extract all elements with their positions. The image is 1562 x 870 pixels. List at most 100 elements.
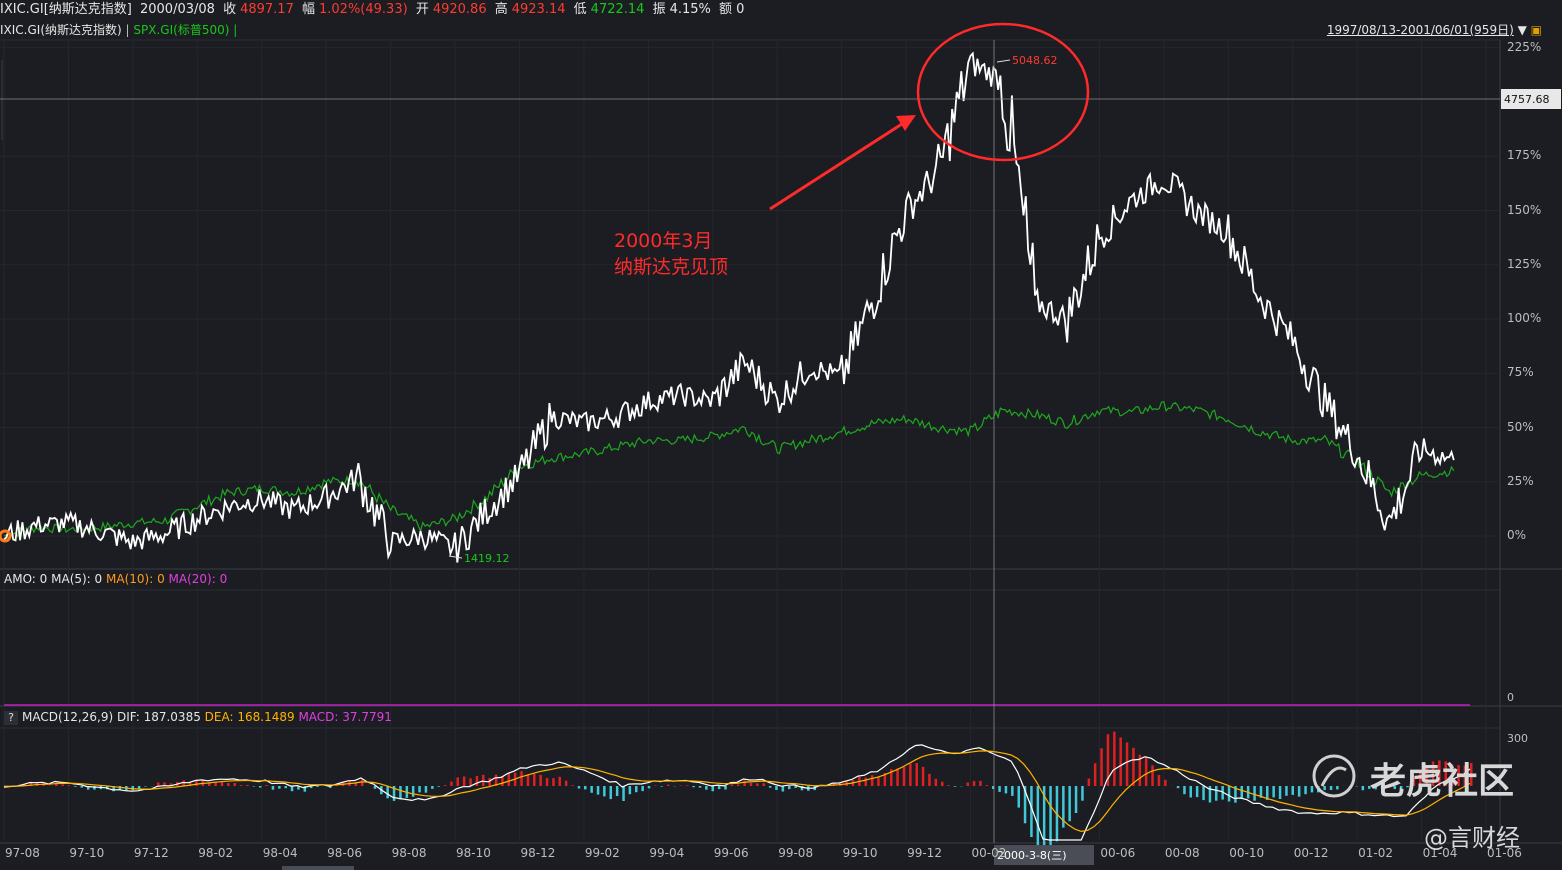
open-label: 开 — [415, 2, 429, 17]
macd-bar — [424, 786, 428, 793]
watermark-brand: 老虎社区 — [1370, 761, 1515, 802]
start-marker-icon — [0, 529, 12, 543]
macd-bar — [590, 786, 593, 793]
macd-bar — [711, 786, 714, 792]
macd-bar — [1030, 786, 1033, 837]
macd-bar — [1278, 786, 1282, 799]
macd-bar — [131, 786, 134, 791]
x-tick-label: 97-10 — [69, 846, 105, 860]
macd-bar — [1240, 786, 1243, 799]
macd-bar — [399, 786, 402, 800]
macd-bar — [1253, 786, 1256, 801]
macd-bar — [1470, 763, 1473, 786]
macd-bar — [462, 776, 466, 786]
macd-bar — [762, 783, 765, 786]
macd-bar — [622, 786, 625, 801]
x-tick-label: 00-12 — [1293, 846, 1329, 860]
macd-bar — [309, 786, 313, 789]
macd-value: MACD: 37.7791 — [298, 710, 392, 724]
macd-bar — [373, 786, 377, 789]
macd-bar — [1380, 786, 1384, 789]
macd-bar — [985, 785, 989, 786]
macd-bar — [558, 776, 561, 786]
macd-bar — [545, 777, 549, 786]
macd-bar — [1291, 786, 1294, 795]
crosshair-date-label: 2000-3-8(三) — [997, 849, 1067, 862]
macd-bar — [947, 785, 950, 786]
macd-bar — [265, 785, 268, 786]
macd-bar — [23, 783, 26, 786]
y-tick-label: 50% — [1507, 419, 1534, 434]
symbol-name[interactable]: IXIC.GI[纳斯达克指数] — [0, 2, 132, 17]
legend-main[interactable]: IXIC.GI(纳斯达克指数) — [0, 23, 122, 37]
macd-bar — [1100, 748, 1103, 786]
macd-bar — [596, 786, 600, 795]
macd-bar — [411, 786, 415, 797]
macd-bar — [571, 785, 574, 786]
chevron-down-icon[interactable]: ▼ — [1517, 23, 1527, 37]
macd-bar — [577, 786, 581, 789]
macd-bar — [724, 786, 727, 790]
macd-bar — [86, 786, 90, 790]
macd-bar — [1266, 786, 1269, 800]
macd-bar — [329, 786, 332, 788]
x-tick-label: 98-10 — [456, 846, 491, 860]
macd-bar — [768, 786, 772, 788]
timeline-scrollbar[interactable] — [282, 866, 354, 870]
macd-bar — [1017, 786, 1020, 808]
macd-bar — [800, 786, 804, 791]
macd-bar — [1138, 754, 1142, 786]
y-tick-label: 225% — [1507, 39, 1542, 54]
macd-bar — [1304, 786, 1307, 795]
crosshair-date-box — [994, 845, 1094, 865]
macd-bar — [271, 786, 275, 790]
macd-bar — [67, 785, 71, 786]
macd-bar — [705, 786, 708, 790]
x-tick-label: 99-10 — [842, 846, 878, 860]
macd-bar — [1042, 786, 1046, 859]
macd-bar — [1049, 786, 1052, 856]
amo-label: AMO: 0 — [4, 572, 48, 586]
macd-bar — [966, 782, 969, 786]
macd-bar — [552, 778, 555, 786]
high-value-label: 5048.62 — [1012, 54, 1058, 67]
annotation-arrow-shaft — [769, 120, 906, 211]
lock-icon[interactable]: ▣ — [1530, 23, 1542, 37]
macd-bar — [1074, 786, 1078, 813]
macd-bar — [1368, 786, 1371, 789]
macd-bar — [297, 786, 300, 790]
amo-ma20: MA(20): 0 — [168, 572, 228, 586]
macd-bar — [896, 768, 899, 786]
macd-bar — [1425, 767, 1428, 786]
macd-bar — [692, 786, 695, 788]
help-icon[interactable]: ? — [4, 710, 18, 725]
macd-bar — [386, 786, 389, 799]
date-range[interactable]: 1997/08/13-2001/06/01(959日) ▼ ▣ — [1327, 20, 1542, 40]
macd-bar — [456, 777, 459, 786]
macd-bar — [1336, 786, 1339, 790]
macd-label[interactable]: MACD(12,26,9) — [22, 710, 114, 724]
annotation-arrow-head — [896, 115, 916, 131]
macd-bar — [647, 786, 651, 789]
macd-bar — [80, 786, 83, 788]
low-leader-line — [448, 555, 463, 559]
macd-bar — [698, 786, 702, 788]
macd-bar — [1444, 761, 1447, 786]
macd-bar — [794, 786, 797, 788]
macd-bar — [437, 786, 440, 787]
x-tick-label: 98-04 — [262, 846, 298, 860]
macd-bar — [1323, 786, 1326, 791]
change-value: 1.02%(49.33) — [319, 2, 408, 17]
macd-bar — [1297, 786, 1301, 797]
y-tick-label: 100% — [1507, 311, 1542, 325]
macd-bar — [303, 786, 307, 792]
macd-bar — [316, 786, 319, 787]
macd-bar — [144, 786, 147, 787]
macd-bar — [1164, 779, 1167, 786]
date-range-text[interactable]: 1997/08/13-2001/06/01(959日) — [1326, 23, 1514, 37]
legend-compare[interactable]: SPX.GI(标普500) — [133, 23, 230, 37]
macd-bar — [1093, 763, 1097, 786]
amo-legend: AMO: 0 MA(5): 0 MA(10): 0 MA(20): 0 — [4, 570, 227, 588]
macd-bar — [335, 785, 338, 786]
